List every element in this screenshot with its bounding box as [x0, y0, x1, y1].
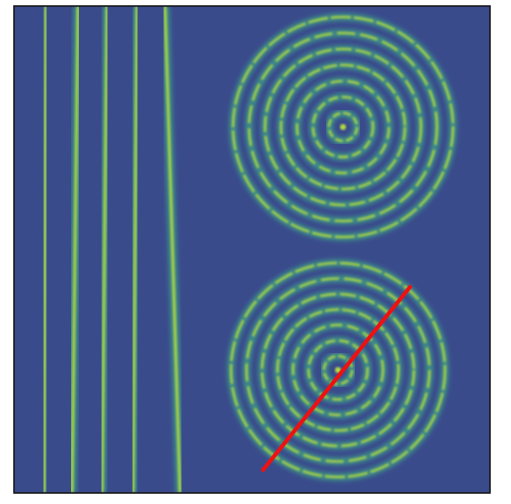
- ring: [311, 95, 375, 159]
- ring-center: [340, 124, 346, 130]
- ring: [247, 31, 439, 223]
- vertical-band: [100, 6, 109, 493]
- ring: [229, 261, 447, 479]
- vertical-band: [70, 6, 80, 493]
- ring: [295, 79, 391, 175]
- upper-ring-pattern: [229, 13, 457, 241]
- ring: [260, 292, 416, 448]
- ring: [307, 339, 369, 401]
- red-overlay-line: [261, 285, 412, 472]
- ring: [231, 15, 455, 239]
- ring: [322, 354, 354, 386]
- vertical-band: [42, 6, 48, 493]
- ring-center: [335, 367, 341, 373]
- ring: [279, 63, 407, 191]
- vertical-band: [163, 6, 182, 493]
- vertical-bands: [39, 6, 185, 493]
- ring: [276, 308, 400, 432]
- lower-ring-pattern: [227, 259, 449, 481]
- ring: [291, 323, 385, 417]
- vertical-band: [131, 6, 139, 493]
- ring: [245, 277, 431, 463]
- ring: [327, 111, 359, 143]
- ring: [263, 47, 423, 207]
- plot-frame: [13, 5, 491, 494]
